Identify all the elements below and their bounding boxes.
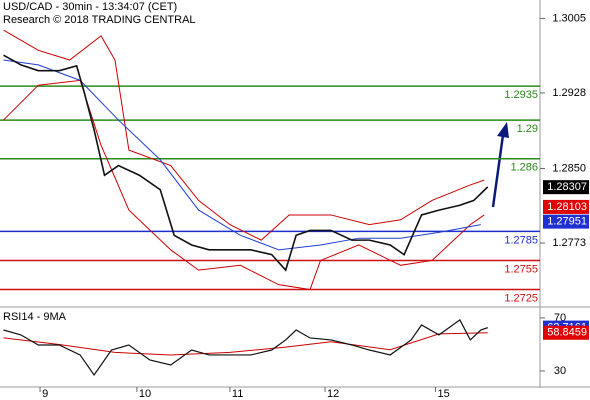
price-line [3,54,489,272]
lower-band [3,79,485,291]
upper-band [3,29,485,241]
last-value-label: 58.8459 [547,327,587,339]
y-tick-label: 1.2928 [552,87,586,99]
last-value-label: 1.28307 [547,181,587,193]
forecast-arrow [491,122,509,208]
y-tick-label: 1.2773 [552,237,586,249]
level-label: 1.2755 [504,263,538,275]
x-tick-label: 10 [139,388,151,400]
level-label: 1.2935 [504,89,538,101]
last-value-box [543,214,589,229]
x-tick-label: 12 [327,388,339,400]
rsi-tick-label: 30 [554,365,566,377]
level-label: 1.2725 [504,292,538,304]
chart-subtitle: Research © 2018 TRADING CENTRAL [3,14,196,26]
rsi-title: RSI14 - 9MA [3,311,67,323]
x-tick-label: 11 [232,388,243,400]
y-tick-label: 1.2850 [552,162,586,174]
last-value-box [543,180,589,195]
rsi-line [3,319,488,376]
last-value-box [543,325,589,340]
rsi-average [3,332,488,356]
x-tick-label: 15 [437,388,449,400]
x-tick-label: 9 [42,388,48,400]
last-value-label: 1.27951 [547,216,587,228]
level-label: 1.29 [517,123,538,135]
chart-title: USD/CAD - 30min - 13:34:07 (CET) [3,1,177,13]
level-label: 1.2785 [504,234,538,246]
last-value-box [543,199,589,214]
last-value-label: 1.28103 [547,201,587,213]
level-label: 1.286 [510,162,538,174]
y-tick-label: 1.3005 [552,12,586,24]
